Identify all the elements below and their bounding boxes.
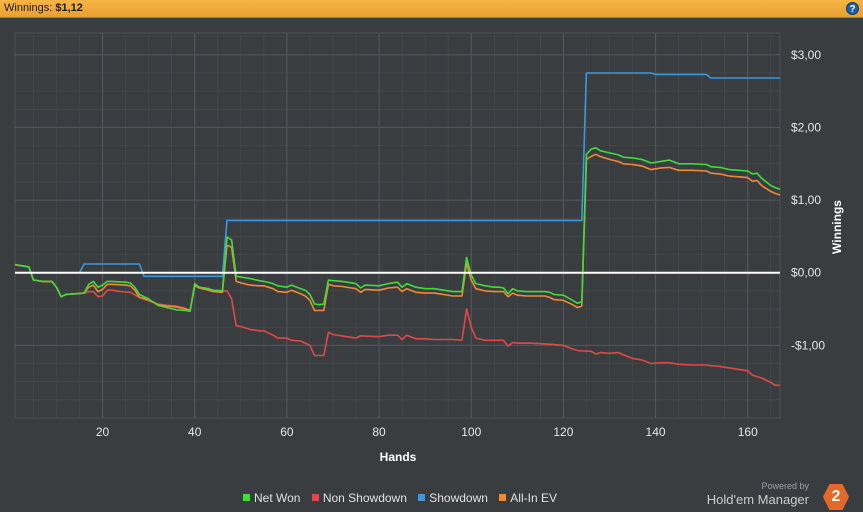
- chart-legend: Net Won Non Showdown Showdown All-In EV: [0, 491, 800, 505]
- legend-swatch-all-in-ev: [499, 494, 507, 502]
- winnings-title: Winnings: $1,12: [4, 2, 83, 14]
- series-line-net-won: [14, 147, 781, 312]
- y-tick-label: $3,00: [791, 48, 821, 62]
- plot-frame: [14, 32, 781, 419]
- legend-label-non-showdown: Non Showdown: [322, 491, 407, 505]
- x-tick-label: 60: [280, 425, 294, 439]
- winnings-chart: 20 40 60 80 100 120 140 160 $3,00 $2,00 $1,00 $0,00…: [14, 32, 844, 464]
- x-tick-label: 100: [461, 425, 481, 439]
- legend-item-showdown[interactable]: Showdown: [418, 491, 488, 505]
- x-tick-label: 140: [646, 425, 666, 439]
- x-tick-label: 40: [188, 425, 202, 439]
- legend-item-all-in-ev[interactable]: All-In EV: [499, 491, 557, 505]
- winnings-label: Winnings:: [4, 2, 53, 14]
- brand-mark: Powered by Hold'em Manager 2: [706, 481, 849, 511]
- y-tick-label: $0,00: [791, 266, 821, 280]
- legend-swatch-net-won: [243, 494, 251, 502]
- powered-by-text: Powered by: [761, 481, 809, 491]
- x-tick-label: 120: [553, 425, 573, 439]
- x-tick-label: 80: [372, 425, 386, 439]
- legend-label-all-in-ev: All-In EV: [510, 491, 557, 505]
- winnings-header: Winnings: $1,12 ?: [0, 0, 863, 18]
- y-axis-label: Winnings: [830, 200, 844, 254]
- chart-grid: [14, 32, 781, 419]
- help-icon[interactable]: ?: [846, 2, 859, 15]
- x-tick-label: 160: [738, 425, 758, 439]
- legend-swatch-non-showdown: [311, 494, 319, 502]
- chart-series-lines: [14, 72, 781, 387]
- y-tick-label: $2,00: [791, 120, 821, 134]
- x-axis-label: Hands: [380, 450, 417, 464]
- legend-item-net-won[interactable]: Net Won: [243, 491, 300, 505]
- chart-tick-labels: 20 40 60 80 100 120 140 160 $3,00 $2,00 $1,00 $0,00…: [96, 48, 825, 439]
- y-tick-label: $1,00: [791, 193, 821, 207]
- brand-logo-icon: 2: [823, 484, 849, 510]
- brand-name: Hold'em Manager: [706, 492, 809, 507]
- legend-label-net-won: Net Won: [254, 491, 301, 505]
- legend-item-non-showdown[interactable]: Non Showdown: [311, 491, 407, 505]
- legend-label-showdown: Showdown: [429, 491, 488, 505]
- series-line-showdown: [15, 72, 780, 278]
- x-tick-label: 20: [96, 425, 110, 439]
- series-line-non-showdown: [14, 263, 780, 387]
- winnings-value: $1,12: [55, 2, 83, 14]
- legend-swatch-showdown: [418, 494, 426, 502]
- y-tick-label: -$1,00: [791, 338, 825, 352]
- series-line-all-in-ev: [14, 153, 781, 312]
